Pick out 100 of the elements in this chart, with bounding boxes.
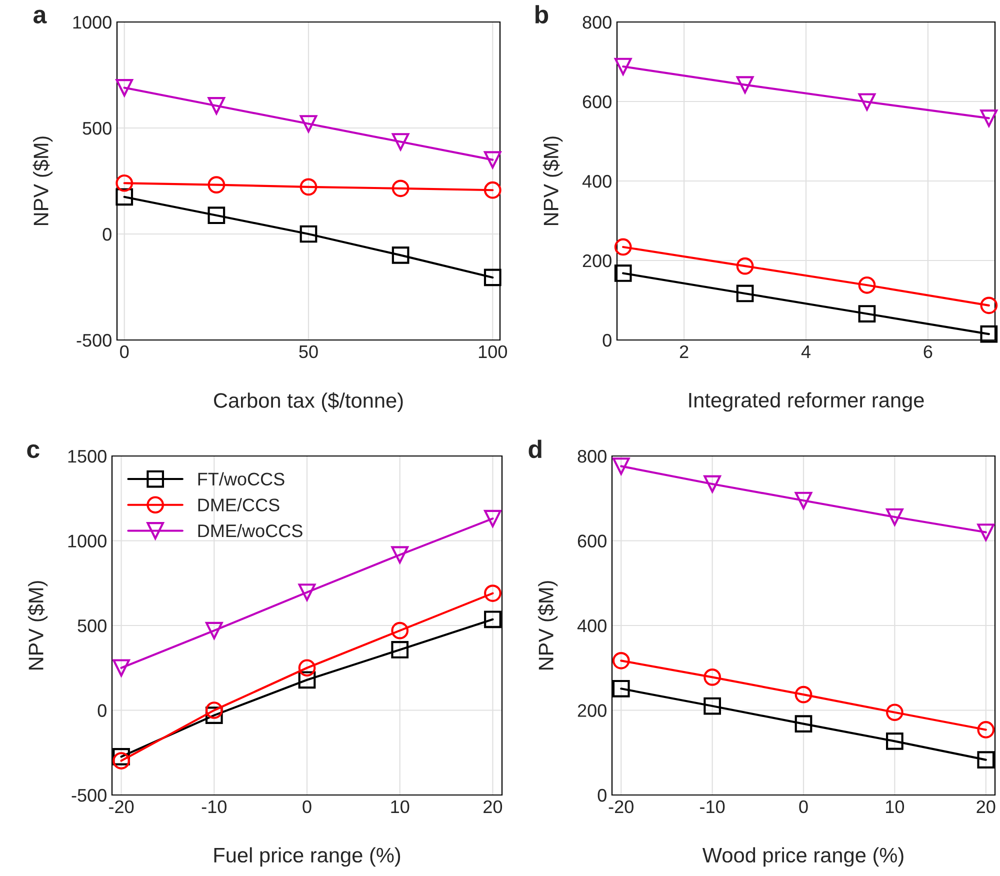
point <box>980 325 998 343</box>
point <box>205 702 223 719</box>
x-tick-label: 0 <box>799 800 808 814</box>
chart-title: c <box>27 444 40 458</box>
point <box>116 188 134 206</box>
point <box>116 174 134 192</box>
x-tick-label: -10 <box>700 800 725 814</box>
point <box>392 180 410 198</box>
y-tick-label: 200 <box>578 704 606 717</box>
x-tick-label: 0 <box>302 800 312 814</box>
point <box>704 697 721 715</box>
point <box>736 76 754 94</box>
point <box>794 715 812 732</box>
point <box>208 97 226 114</box>
point <box>977 721 995 738</box>
point <box>112 748 130 766</box>
point <box>484 151 502 168</box>
point <box>858 276 876 294</box>
point <box>886 508 904 526</box>
y-tick-label: 0 <box>102 228 112 241</box>
point <box>392 246 410 264</box>
point <box>300 225 318 243</box>
x-tick-label: 4 <box>801 346 810 358</box>
point <box>205 622 223 640</box>
point <box>794 686 812 704</box>
y-tick-label: 200 <box>582 254 612 268</box>
point <box>736 257 754 275</box>
point <box>116 79 134 96</box>
x-axis-title: Fuel price range (%) <box>214 847 400 867</box>
y-tick-label: 600 <box>582 95 612 108</box>
y-axis-title: NPV ($M) <box>32 136 53 226</box>
point <box>977 751 995 769</box>
y-tick-label: -500 <box>72 788 106 802</box>
point <box>112 752 130 770</box>
legend-label: DME/woCCS <box>198 524 302 538</box>
point <box>484 181 502 199</box>
y-axis-title: NPV ($M) <box>28 581 48 670</box>
x-axis-title: Carbon tax ($/tonne) <box>214 392 403 412</box>
x-axis-title: Wood price range (%) <box>702 847 904 867</box>
x-tick-label: 10 <box>886 800 904 814</box>
point <box>858 93 876 111</box>
legend-label: FT/woCCS <box>198 472 284 486</box>
y-axis-title: NPV ($M) <box>542 136 563 226</box>
y-tick-label: -500 <box>76 334 112 347</box>
point <box>484 584 502 602</box>
point <box>612 652 630 670</box>
point <box>614 264 632 282</box>
y-tick-label: 400 <box>577 619 606 632</box>
chart-title: a <box>33 10 47 24</box>
x-tick-label: -20 <box>608 800 634 814</box>
y-tick-label: 0 <box>602 334 612 347</box>
point <box>484 510 502 528</box>
point <box>980 296 998 314</box>
x-tick-label: 6 <box>924 345 932 358</box>
point <box>298 659 316 677</box>
point <box>391 546 409 564</box>
y-tick-label: 600 <box>578 534 606 548</box>
x-tick-label: 50 <box>299 345 318 358</box>
x-tick-label: 20 <box>976 800 996 814</box>
point <box>300 115 318 132</box>
point <box>391 641 409 658</box>
point <box>300 178 318 196</box>
point <box>858 305 876 322</box>
point <box>886 732 904 750</box>
y-axis-title: NPV ($M) <box>538 581 558 670</box>
x-tick-label: 2 <box>680 345 688 358</box>
chart-title: d <box>528 440 542 458</box>
x-tick-label: -10 <box>202 800 226 814</box>
point <box>392 133 410 150</box>
point <box>298 671 316 689</box>
y-tick-label: 800 <box>578 450 606 463</box>
point <box>977 524 995 541</box>
y-tick-label: 1500 <box>68 450 106 463</box>
legend-label: DME/CCS <box>198 498 280 512</box>
x-tick-label: 0 <box>120 345 129 358</box>
point <box>736 284 754 302</box>
point <box>484 268 502 286</box>
point <box>704 668 721 686</box>
x-tick-label: 20 <box>484 800 502 814</box>
x-tick-label: 100 <box>478 345 507 358</box>
x-tick-label: -20 <box>109 800 134 814</box>
point <box>614 58 632 76</box>
y-tick-label: 1000 <box>68 534 106 548</box>
point <box>980 110 998 127</box>
point <box>614 238 632 256</box>
y-tick-label: 800 <box>582 16 612 29</box>
point <box>391 622 409 640</box>
point <box>208 176 226 194</box>
point <box>612 457 630 475</box>
y-tick-label: 0 <box>98 704 106 717</box>
y-tick-label: 500 <box>78 619 106 632</box>
y-tick-label: 0 <box>598 788 606 802</box>
point <box>886 704 904 722</box>
chart-title: b <box>535 5 548 24</box>
y-tick-label: 1000 <box>73 16 112 29</box>
point <box>484 610 502 628</box>
y-tick-label: 400 <box>582 174 612 188</box>
point <box>205 706 223 724</box>
point <box>794 492 812 510</box>
x-axis-title: Integrated reformer range <box>689 392 924 412</box>
